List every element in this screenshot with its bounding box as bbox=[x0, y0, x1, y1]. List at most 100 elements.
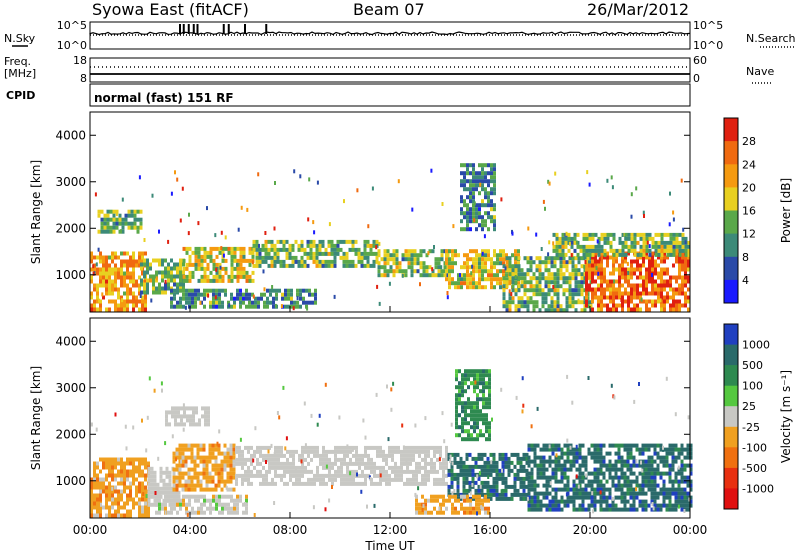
data-cell bbox=[376, 453, 379, 458]
data-cell bbox=[424, 445, 427, 450]
data-cell bbox=[472, 199, 475, 204]
data-cell bbox=[318, 263, 322, 268]
data-cell bbox=[478, 179, 481, 184]
data-cell bbox=[584, 260, 587, 264]
data-cell bbox=[533, 487, 537, 492]
data-cell bbox=[443, 439, 446, 444]
data-cell bbox=[215, 274, 219, 279]
data-cell bbox=[592, 509, 595, 514]
data-cell bbox=[397, 449, 400, 454]
data-cell bbox=[678, 271, 681, 276]
data-cell bbox=[440, 249, 444, 254]
data-cell bbox=[611, 475, 615, 480]
data-cell bbox=[492, 468, 496, 473]
data-cell bbox=[681, 232, 685, 237]
data-cell bbox=[174, 414, 177, 419]
data-cell bbox=[650, 459, 654, 464]
data-cell bbox=[164, 506, 167, 511]
data-cell bbox=[548, 455, 552, 460]
data-cell bbox=[250, 473, 253, 478]
data-cell bbox=[162, 470, 166, 475]
nave-label: Nave bbox=[746, 65, 774, 78]
data-cell bbox=[505, 280, 509, 285]
data-cell bbox=[553, 304, 557, 309]
data-cell bbox=[224, 266, 228, 271]
data-cell bbox=[470, 369, 473, 374]
data-cell bbox=[417, 486, 420, 491]
data-cell bbox=[233, 506, 236, 511]
data-cell bbox=[176, 286, 179, 291]
data-cell bbox=[581, 475, 585, 480]
data-cell bbox=[620, 491, 624, 496]
data-cell bbox=[465, 452, 469, 457]
data-cell bbox=[105, 267, 108, 272]
data-cell bbox=[385, 469, 388, 474]
data-cell bbox=[182, 246, 186, 251]
data-cell bbox=[428, 249, 432, 254]
data-cell bbox=[488, 401, 491, 406]
data-cell bbox=[439, 502, 442, 507]
data-cell bbox=[488, 377, 491, 382]
data-cell bbox=[644, 479, 648, 484]
data-cell bbox=[620, 471, 624, 476]
data-cell bbox=[530, 471, 534, 476]
data-cell bbox=[484, 163, 487, 168]
data-cell bbox=[206, 498, 209, 503]
data-cell bbox=[490, 215, 493, 220]
data-cell bbox=[233, 300, 236, 305]
data-cell bbox=[653, 471, 657, 476]
data-cell bbox=[473, 409, 476, 414]
data-cell bbox=[482, 417, 485, 422]
data-cell bbox=[437, 257, 441, 262]
data-cell bbox=[585, 271, 588, 276]
data-cell bbox=[307, 445, 310, 450]
data-cell bbox=[181, 463, 185, 468]
data-cell bbox=[118, 221, 122, 226]
data-cell bbox=[416, 257, 420, 262]
data-cell bbox=[632, 459, 636, 464]
data-cell bbox=[551, 475, 555, 480]
data-cell bbox=[165, 466, 169, 471]
data-cell bbox=[93, 469, 96, 474]
data-cell bbox=[245, 304, 248, 309]
data-cell bbox=[203, 258, 207, 263]
data-cell bbox=[669, 303, 672, 308]
data-cell bbox=[668, 222, 671, 227]
data-cell bbox=[554, 479, 558, 484]
data-cell bbox=[345, 239, 349, 244]
data-cell bbox=[141, 295, 144, 300]
data-cell bbox=[504, 460, 508, 465]
data-cell bbox=[687, 415, 690, 420]
data-cell bbox=[202, 447, 206, 452]
data-cell bbox=[470, 405, 473, 410]
data-cell bbox=[270, 239, 274, 244]
data-cell bbox=[660, 267, 663, 272]
data-cell bbox=[175, 467, 179, 472]
data-cell bbox=[102, 271, 105, 276]
data-cell bbox=[245, 506, 248, 511]
data-cell bbox=[182, 286, 185, 291]
data-cell bbox=[96, 295, 99, 300]
data-cell bbox=[244, 502, 246, 506]
data-cell bbox=[126, 299, 129, 304]
data-cell bbox=[171, 490, 175, 495]
data-cell bbox=[447, 468, 451, 473]
data-cell bbox=[511, 231, 514, 236]
data-cell bbox=[472, 195, 475, 200]
data-cell bbox=[265, 481, 268, 486]
data-cell bbox=[456, 488, 460, 493]
data-cell bbox=[479, 429, 482, 434]
data-cell bbox=[410, 253, 414, 258]
data-cell bbox=[325, 453, 328, 458]
data-cell bbox=[138, 501, 141, 506]
data-cell bbox=[206, 288, 209, 293]
data-cell bbox=[334, 449, 337, 454]
data-cell bbox=[188, 274, 192, 279]
data-cell bbox=[639, 299, 642, 304]
data-cell bbox=[608, 495, 612, 500]
data-cell bbox=[188, 262, 192, 267]
data-cell bbox=[141, 457, 144, 462]
data-cell bbox=[569, 445, 572, 450]
data-cell bbox=[559, 268, 563, 273]
data-cell bbox=[132, 271, 135, 276]
